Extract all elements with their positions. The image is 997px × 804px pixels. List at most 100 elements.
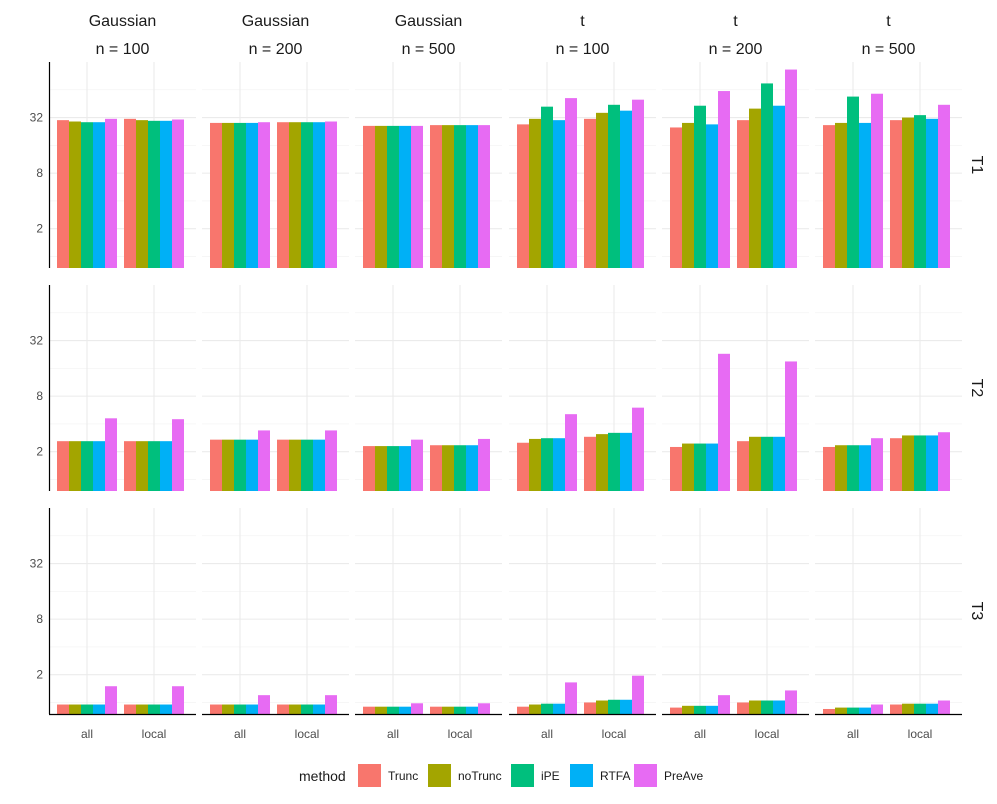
x-tick-label: all [847, 727, 859, 741]
bar-noTrunc-all [222, 439, 234, 491]
bar-PreAve-local [785, 69, 797, 268]
bar-iPE-all [387, 125, 399, 268]
bar-Trunc-all [517, 442, 529, 491]
bar-iPE-all [387, 446, 399, 491]
bar-Trunc-local [277, 439, 289, 491]
legend-key-iPE [511, 764, 534, 787]
bar-iPE-local [761, 700, 773, 714]
bar-noTrunc-local [596, 434, 608, 491]
bar-noTrunc-all [222, 704, 234, 714]
bar-Trunc-all [823, 446, 835, 491]
bar-noTrunc-all [529, 704, 541, 714]
panel-r3-c4 [509, 508, 656, 716]
bar-iPE-all [234, 439, 246, 491]
panel-r1-c2 [202, 62, 349, 269]
bar-Trunc-all [363, 125, 375, 268]
bar-PreAve-all [565, 682, 577, 714]
legend-label-PreAve: PreAve [664, 769, 703, 783]
bar-PreAve-all [718, 353, 730, 491]
panel-r3-c1 [48, 508, 196, 716]
row-strip-label: T3 [968, 602, 985, 621]
legend-label-noTrunc: noTrunc [458, 769, 502, 783]
bar-Trunc-all [670, 127, 682, 268]
col-strip-top: t [733, 13, 738, 30]
panel-r2-c6 [815, 285, 962, 491]
bar-iPE-local [301, 439, 313, 491]
bar-Trunc-all [823, 708, 835, 714]
bar-RTFA-local [773, 105, 785, 268]
bar-Trunc-all [823, 125, 835, 268]
y-tick-label: 2 [36, 668, 43, 682]
bar-noTrunc-all [835, 122, 847, 269]
bar-noTrunc-local [596, 112, 608, 269]
bar-noTrunc-local [136, 704, 148, 714]
bar-Trunc-local [584, 702, 596, 714]
bar-Trunc-local [890, 438, 902, 491]
bar-PreAve-local [172, 119, 184, 269]
bar-RTFA-all [553, 120, 565, 268]
bar-iPE-local [914, 435, 926, 491]
panel-r2-c4 [509, 285, 656, 491]
bar-RTFA-all [706, 443, 718, 491]
x-tick-label: all [387, 727, 399, 741]
bar-PreAve-all [718, 91, 730, 269]
legend-title: method [299, 768, 346, 784]
bar-iPE-all [847, 707, 859, 714]
bar-PreAve-all [411, 125, 423, 268]
bar-noTrunc-all [835, 707, 847, 714]
bar-RTFA-all [246, 122, 258, 269]
bar-RTFA-all [706, 705, 718, 714]
bar-iPE-local [761, 436, 773, 491]
bar-Trunc-local [124, 118, 136, 268]
bar-RTFA-local [620, 699, 632, 714]
panel-r1-c4 [509, 62, 656, 269]
bar-iPE-all [541, 106, 553, 269]
bar-noTrunc-all [69, 441, 81, 491]
bar-PreAve-local [632, 99, 644, 268]
bar-iPE-all [847, 96, 859, 269]
bar-RTFA-local [620, 110, 632, 269]
bar-Trunc-local [277, 704, 289, 714]
bar-Trunc-local [890, 704, 902, 714]
bar-Trunc-all [57, 704, 69, 714]
bar-PreAve-all [105, 418, 117, 491]
bar-PreAve-local [172, 686, 184, 714]
bar-PreAve-local [325, 430, 337, 491]
y-tick-label: 2 [36, 445, 43, 459]
row-strip-label: T2 [968, 379, 985, 398]
bar-Trunc-local [737, 441, 749, 491]
bar-Trunc-local [124, 441, 136, 491]
legend-label-iPE: iPE [541, 769, 560, 783]
bar-RTFA-local [466, 125, 478, 268]
x-tick-label: all [81, 727, 93, 741]
bar-PreAve-local [172, 419, 184, 491]
col-strip-top: Gaussian [395, 13, 463, 30]
x-tick-label: all [234, 727, 246, 741]
y-tick-label: 8 [36, 166, 43, 180]
bar-noTrunc-all [375, 706, 387, 714]
bar-PreAve-all [871, 704, 883, 714]
bar-iPE-local [301, 704, 313, 714]
bar-RTFA-local [160, 704, 172, 714]
bar-noTrunc-local [902, 435, 914, 491]
bar-noTrunc-all [682, 705, 694, 714]
bar-PreAve-all [718, 695, 730, 714]
bar-Trunc-local [430, 706, 442, 714]
bar-RTFA-all [553, 438, 565, 491]
bar-iPE-local [761, 83, 773, 268]
bar-PreAve-all [871, 93, 883, 268]
bar-noTrunc-local [442, 125, 454, 268]
bar-RTFA-local [466, 706, 478, 714]
panel-r2-c3 [355, 285, 502, 491]
panel-r3-c6 [815, 508, 962, 716]
panel-r1-c5 [662, 62, 809, 269]
bar-RTFA-local [160, 441, 172, 491]
bar-iPE-all [81, 441, 93, 491]
bar-iPE-local [608, 432, 620, 491]
bar-iPE-local [454, 445, 466, 491]
bar-PreAve-local [938, 104, 950, 268]
bar-RTFA-all [399, 446, 411, 491]
bar-PreAve-local [632, 407, 644, 491]
bar-RTFA-all [706, 124, 718, 268]
